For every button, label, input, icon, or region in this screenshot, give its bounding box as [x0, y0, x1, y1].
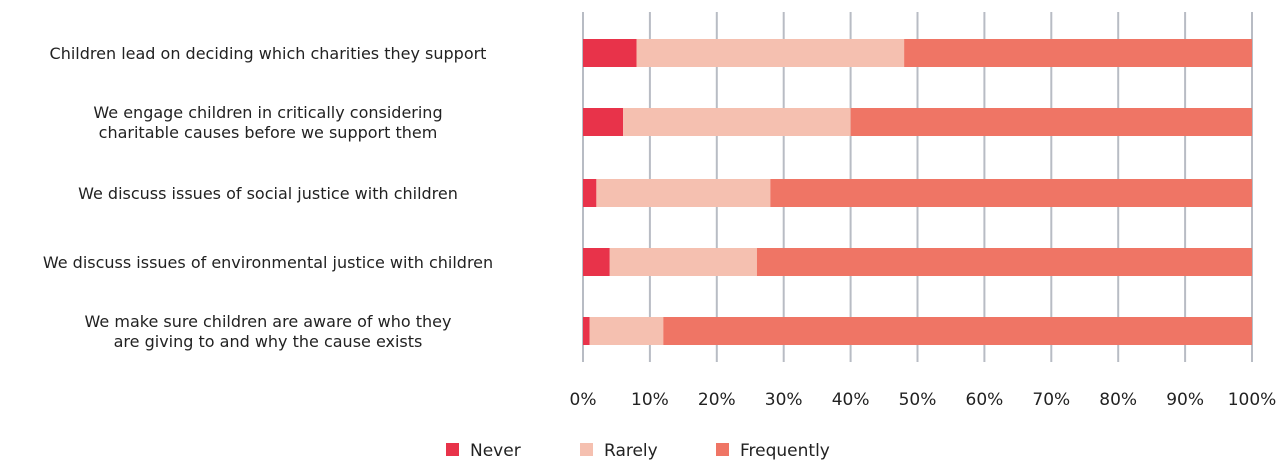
- category-label: We make sure children are aware of who t…: [85, 312, 452, 331]
- bar-never-1: [583, 108, 624, 136]
- bar-rarely-4: [589, 317, 664, 345]
- bar-never-2: [583, 179, 597, 207]
- x-tick-label: 30%: [765, 390, 803, 410]
- x-axis-tick-labels: 0% 10% 20% 30% 40% 50% 60% 70% 80% 90% 100%: [570, 390, 1277, 410]
- category-label: We discuss issues of environmental justi…: [43, 253, 493, 272]
- x-tick-label: 60%: [966, 390, 1004, 410]
- x-tick-label: 80%: [1099, 390, 1137, 410]
- bar-frequently-4: [663, 317, 1252, 345]
- legend: Never Rarely Frequently: [446, 441, 830, 460]
- bar-rarely-0: [636, 39, 905, 67]
- legend-swatch-never: [446, 443, 459, 456]
- x-tick-label: 50%: [899, 390, 937, 410]
- x-tick-label: 70%: [1032, 390, 1070, 410]
- bar-never-3: [583, 248, 610, 276]
- category-label: charitable causes before we support them: [99, 123, 438, 142]
- bar-frequently-0: [904, 39, 1252, 67]
- x-tick-label: 100%: [1228, 390, 1277, 410]
- legend-swatch-frequently: [716, 443, 729, 456]
- x-tick-label: 0%: [570, 390, 597, 410]
- bar-never-4: [583, 317, 590, 345]
- x-tick-label: 40%: [832, 390, 870, 410]
- bar-rarely-3: [609, 248, 757, 276]
- x-tick-label: 90%: [1166, 390, 1204, 410]
- legend-swatch-rarely: [580, 443, 593, 456]
- bar-frequently-1: [850, 108, 1252, 136]
- legend-label-rarely: Rarely: [604, 441, 658, 460]
- category-label: We discuss issues of social justice with…: [78, 184, 458, 203]
- legend-label-never: Never: [470, 441, 521, 460]
- bar-never-0: [583, 39, 637, 67]
- x-tick-label: 10%: [631, 390, 669, 410]
- x-tick-label: 20%: [698, 390, 736, 410]
- category-label: Children lead on deciding which charitie…: [50, 44, 487, 63]
- bar-frequently-3: [756, 248, 1252, 276]
- bar-frequently-2: [770, 179, 1252, 207]
- category-labels: Children lead on deciding which charitie…: [43, 44, 493, 351]
- category-label: are giving to and why the cause exists: [114, 332, 423, 351]
- bars: [583, 39, 1252, 345]
- bar-rarely-2: [596, 179, 771, 207]
- legend-label-frequently: Frequently: [740, 441, 830, 460]
- category-label: We engage children in critically conside…: [93, 103, 442, 122]
- bar-rarely-1: [623, 108, 851, 136]
